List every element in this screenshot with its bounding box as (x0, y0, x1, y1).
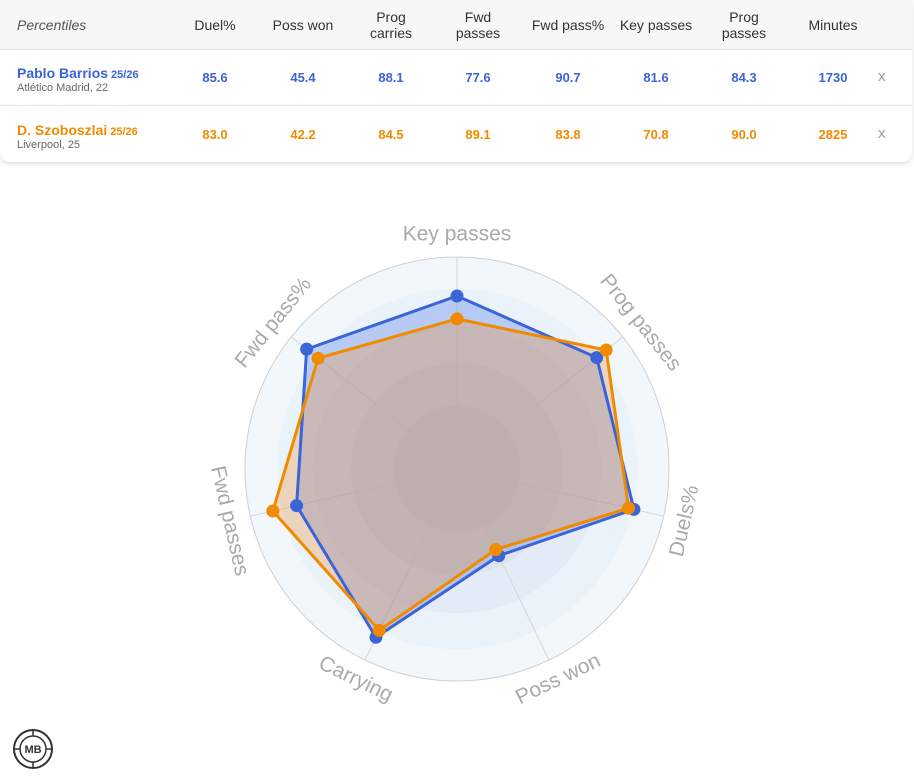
column-header-prog-carries[interactable]: Prog carries (369, 9, 412, 41)
radar-series-line (295, 294, 636, 639)
cell-key-passes: 81.6 (643, 70, 669, 85)
cell-fwd-pass-pct: 90.7 (555, 70, 581, 85)
svg-text:MB: MB (24, 744, 41, 756)
column-header-fwd-passes[interactable]: Fwd passes (455, 9, 501, 41)
cell-duel-pct: 83.0 (202, 127, 228, 142)
radar-axis-label: Duels% (665, 483, 704, 559)
header-label: Percentiles (17, 17, 87, 33)
cell-fwd-pass-pct: 83.8 (555, 127, 581, 142)
radar-series-area (296, 296, 634, 638)
cell-prog-passes: 84.3 (731, 70, 757, 85)
column-header-minutes[interactable]: Minutes (808, 17, 858, 33)
radar-spoke (250, 468, 458, 517)
comparison-table: Percentiles Duel% Poss won Prog carries F… (0, 0, 912, 162)
column-header-fwd-pass-pct[interactable]: Fwd pass% (531, 17, 605, 33)
cell-poss-won: 42.2 (290, 127, 316, 142)
radar-data-point (450, 312, 464, 326)
remove-player-button[interactable]: x (878, 125, 886, 142)
cell-fwd-passes: 89.1 (465, 127, 491, 142)
radar-data-point (622, 501, 636, 515)
mb-logo-icon: MB (13, 729, 53, 769)
radar-series-area (272, 318, 629, 631)
player-name[interactable]: D. Szoboszlai 25/26 (17, 122, 138, 138)
table-row-player-2: D. Szoboszlai 25/26 Liverpool, 25 83.0 42… (0, 107, 912, 163)
cell-prog-passes: 90.0 (731, 127, 757, 142)
column-header-duel-pct[interactable]: Duel% (194, 17, 236, 33)
cell-fwd-passes: 77.6 (465, 70, 491, 85)
player-club-age: Liverpool, 25 (17, 139, 80, 151)
radar-data-point (489, 543, 503, 557)
radar-data-point (300, 342, 314, 356)
column-header-prog-passes[interactable]: Prog passes (721, 9, 767, 41)
radar-data-point (450, 289, 464, 303)
radar-axis-label: Key passes (403, 223, 512, 246)
remove-player-button[interactable]: x (878, 68, 886, 85)
column-header-key-passes[interactable]: Key passes (619, 17, 693, 33)
cell-prog-carries: 84.5 (378, 127, 404, 142)
radar-data-point (372, 623, 386, 637)
cell-poss-won: 45.4 (290, 70, 316, 85)
radar-data-point (599, 343, 613, 357)
player-club-age: Atlético Madrid, 22 (17, 82, 109, 94)
player-name[interactable]: Pablo Barrios 25/26 (17, 65, 139, 81)
table-header: Percentiles Duel% Poss won Prog carries F… (0, 0, 912, 50)
radar-data-point (290, 499, 304, 513)
radar-data-point (590, 351, 604, 365)
cell-minutes: 1730 (818, 70, 848, 85)
table-row-player-1: Pablo Barrios 25/26 Atlético Madrid, 22 8… (0, 50, 912, 106)
radar-data-point (266, 504, 280, 518)
radar-data-point (311, 351, 325, 365)
radar-series-line (271, 317, 631, 632)
column-header-poss-won[interactable]: Poss won (272, 17, 334, 33)
cell-minutes: 2825 (818, 127, 848, 142)
cell-duel-pct: 85.6 (202, 70, 228, 85)
cell-key-passes: 70.8 (643, 127, 669, 142)
cell-prog-carries: 88.1 (378, 70, 404, 85)
radar-spoke (456, 468, 550, 661)
